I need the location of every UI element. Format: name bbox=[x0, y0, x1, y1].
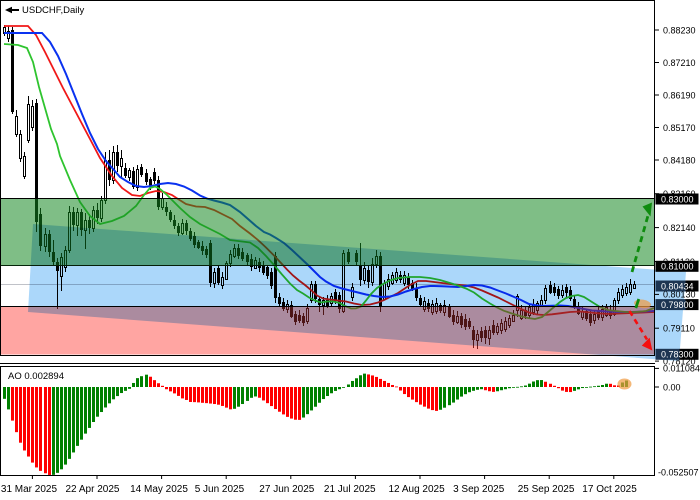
svg-text:22 Apr 2025: 22 Apr 2025 bbox=[66, 484, 120, 495]
svg-text:3 Sep 2025: 3 Sep 2025 bbox=[453, 484, 505, 495]
svg-text:0.88230: 0.88230 bbox=[663, 25, 696, 35]
svg-text:0.00: 0.00 bbox=[663, 382, 681, 392]
svg-text:25 Sep 2025: 25 Sep 2025 bbox=[518, 484, 575, 495]
svg-text:14 May 2025: 14 May 2025 bbox=[130, 484, 188, 495]
svg-text:0.78120: 0.78120 bbox=[663, 356, 696, 366]
svg-text:0.011084: 0.011084 bbox=[663, 364, 700, 374]
svg-text:0.87210: 0.87210 bbox=[663, 58, 696, 68]
svg-text:0.86190: 0.86190 bbox=[663, 90, 696, 100]
svg-text:0.82140: 0.82140 bbox=[663, 223, 696, 233]
svg-text:-0.052507: -0.052507 bbox=[658, 468, 699, 478]
svg-text:17 Oct 2025: 17 Oct 2025 bbox=[582, 484, 637, 495]
svg-text:0.83000: 0.83000 bbox=[661, 194, 694, 204]
svg-text:31 Mar 2025: 31 Mar 2025 bbox=[1, 484, 58, 495]
svg-text:27 Jun 2025: 27 Jun 2025 bbox=[259, 484, 314, 495]
svg-text:0.81000: 0.81000 bbox=[661, 262, 694, 272]
svg-text:0.78300: 0.78300 bbox=[661, 350, 694, 360]
svg-text:0.85170: 0.85170 bbox=[663, 123, 696, 133]
svg-text:21 Jul 2025: 21 Jul 2025 bbox=[324, 484, 376, 495]
svg-text:12 Aug 2025: 12 Aug 2025 bbox=[389, 484, 446, 495]
svg-text:5 Jun 2025: 5 Jun 2025 bbox=[195, 484, 245, 495]
svg-text:AO 0.002894: AO 0.002894 bbox=[8, 371, 64, 382]
svg-text:0.79800: 0.79800 bbox=[661, 300, 694, 310]
svg-text:0.84180: 0.84180 bbox=[663, 155, 696, 165]
svg-text:0.80434: 0.80434 bbox=[661, 281, 694, 291]
svg-text:USDCHF,Daily: USDCHF,Daily bbox=[22, 5, 85, 16]
